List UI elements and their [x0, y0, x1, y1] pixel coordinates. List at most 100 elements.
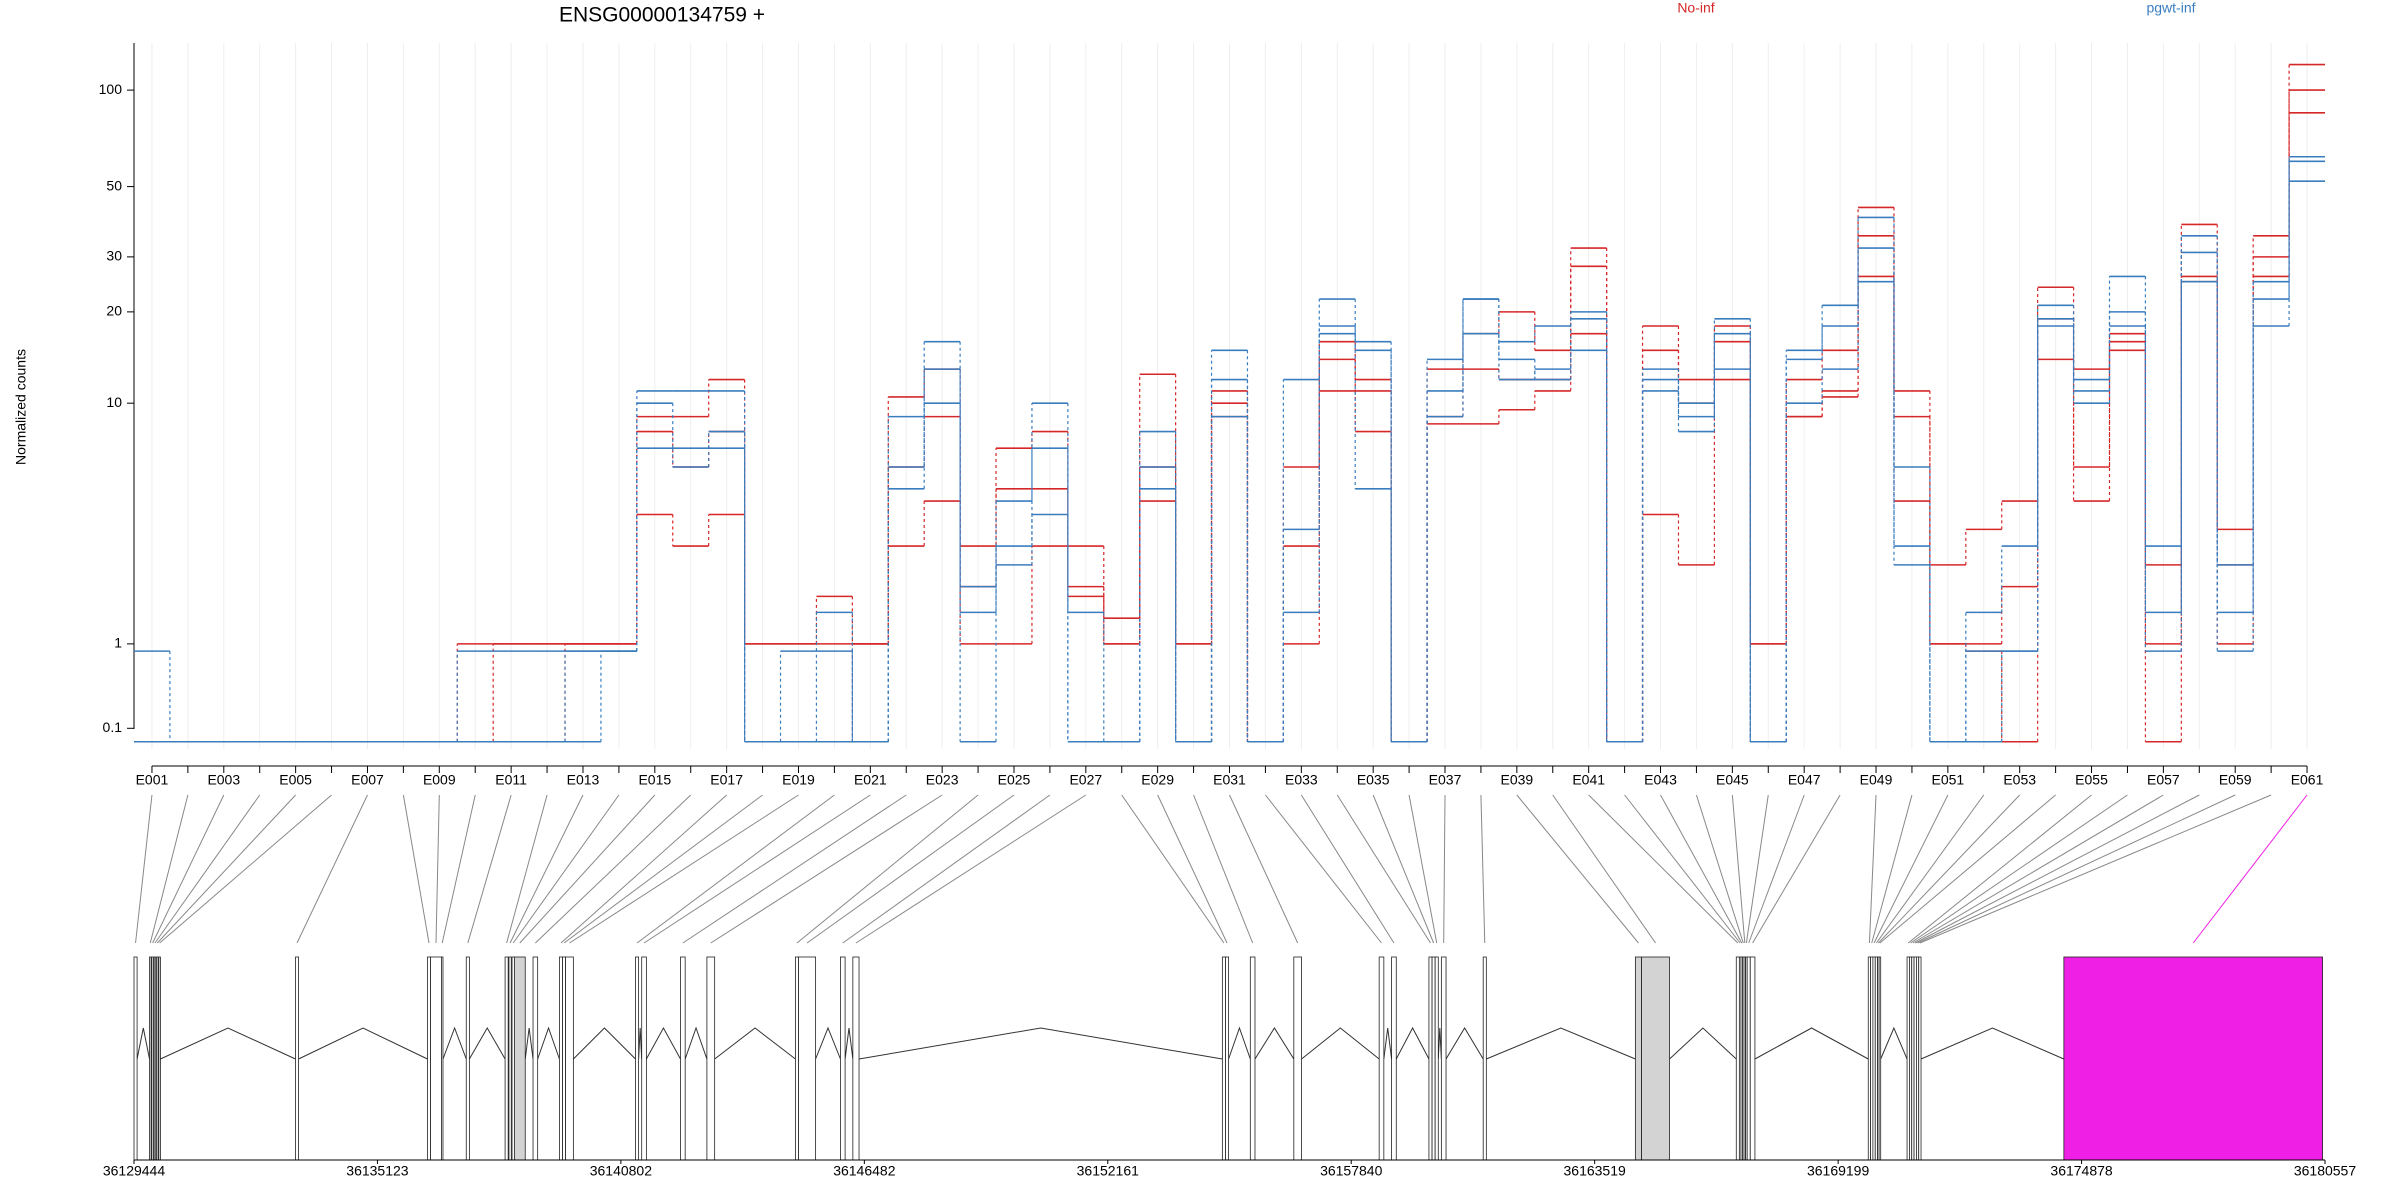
- exon: [504, 956, 509, 1161]
- exon-link: [1752, 794, 1841, 944]
- intron: [1754, 1027, 1869, 1060]
- x-tick-label: E027: [1069, 772, 1102, 788]
- exon: [133, 956, 138, 1161]
- x-tick-label: E013: [567, 772, 600, 788]
- intron: [714, 1027, 796, 1060]
- x-tick-label: E051: [1932, 772, 1965, 788]
- chart-title: ENSG00000134759 +: [559, 4, 765, 27]
- y-tick-label: 20: [106, 303, 122, 319]
- exon-link: [1910, 794, 2128, 944]
- exon-link: [636, 794, 835, 944]
- intron: [1880, 1026, 1908, 1060]
- exon: [1735, 956, 1740, 1161]
- genome-tick-label: 36169199: [1807, 1163, 1870, 1179]
- x-tick-label: E003: [207, 772, 240, 788]
- x-tick-label: E015: [638, 772, 671, 788]
- x-tick-label: E035: [1357, 772, 1390, 788]
- exon-link: [152, 794, 225, 944]
- intron: [573, 1027, 636, 1060]
- exon: [153, 956, 157, 1161]
- exon-link: [467, 794, 512, 944]
- exon-link: [1552, 794, 1656, 944]
- exon: [562, 956, 567, 1161]
- exon: [1746, 956, 1751, 1161]
- x-tick-label: E039: [1500, 772, 1533, 788]
- exon-link: [519, 794, 656, 944]
- exon-link: [1907, 794, 2092, 944]
- exon: [2063, 956, 2323, 1161]
- intron: [844, 1027, 854, 1060]
- exon: [680, 956, 686, 1161]
- x-tick-label: E057: [2147, 772, 2180, 788]
- intron: [684, 1026, 708, 1060]
- x-tick-label: E017: [710, 772, 743, 788]
- genome-tick-label: 36152161: [1077, 1163, 1140, 1179]
- x-tick-label: E041: [1572, 772, 1605, 788]
- intron: [1920, 1027, 2065, 1060]
- exon-link: [159, 794, 332, 944]
- exon-link: [1879, 794, 2056, 944]
- exon: [1878, 956, 1882, 1161]
- exon: [1428, 956, 1433, 1161]
- x-tick-label: E025: [998, 772, 1031, 788]
- exon: [1634, 956, 1642, 1161]
- exon: [641, 956, 647, 1161]
- exon-link: [560, 794, 727, 944]
- x-tick-label: E055: [2075, 772, 2108, 788]
- exon-link: [855, 794, 1087, 944]
- genome-tick-label: 36129444: [103, 1163, 166, 1179]
- exon-link: [1624, 794, 1741, 944]
- exon-link: [1912, 794, 2164, 944]
- exon-link: [509, 794, 584, 944]
- exon-link: [1372, 794, 1435, 944]
- exon: [1225, 956, 1229, 1161]
- exon: [513, 956, 526, 1161]
- exon-link: [643, 794, 871, 944]
- x-tick-label: E043: [1644, 772, 1677, 788]
- exon-link: [1121, 794, 1225, 944]
- exon: [1641, 956, 1670, 1161]
- exon-link: [435, 794, 440, 944]
- exon: [156, 956, 159, 1161]
- intron: [468, 1026, 506, 1060]
- x-tick-label: E061: [2291, 772, 2324, 788]
- intron: [442, 1026, 467, 1060]
- exon: [1749, 956, 1756, 1161]
- y-tick-label: 0.1: [103, 719, 123, 735]
- exon: [635, 956, 640, 1161]
- intron: [1669, 1027, 1737, 1060]
- exon: [441, 956, 444, 1161]
- intron: [160, 1027, 296, 1060]
- exon-link: [1480, 794, 1486, 944]
- x-tick-label: E001: [136, 772, 169, 788]
- intron: [298, 1027, 428, 1060]
- exon-link: [135, 794, 153, 944]
- genome-tick-label: 36146482: [833, 1163, 896, 1179]
- exon: [1378, 956, 1385, 1161]
- x-tick-label: E011: [495, 772, 527, 788]
- exon: [706, 956, 716, 1161]
- exon: [532, 956, 539, 1161]
- exon: [508, 956, 512, 1161]
- exon-link: [1748, 794, 1805, 944]
- exon-link: [156, 794, 296, 944]
- exon-link: [535, 794, 692, 944]
- y-tick-label: 50: [106, 177, 122, 193]
- intron: [537, 1026, 560, 1060]
- exon-link: [1745, 794, 1769, 944]
- intron: [645, 1026, 681, 1060]
- exon-link: [149, 794, 189, 944]
- exon-link: [1871, 794, 1913, 944]
- x-tick-label: E019: [782, 772, 815, 788]
- y-tick-label: 100: [99, 81, 123, 97]
- x-tick-label: E005: [279, 772, 312, 788]
- x-tick-label: E009: [423, 772, 456, 788]
- exon: [1293, 956, 1302, 1161]
- exon-link: [842, 794, 1051, 944]
- y-axis-label: Normalized counts: [13, 349, 29, 465]
- intron: [1486, 1027, 1636, 1060]
- exon: [149, 956, 152, 1161]
- exon-link: [1695, 794, 1744, 944]
- exon-link: [1868, 794, 1877, 944]
- intron: [136, 1027, 151, 1060]
